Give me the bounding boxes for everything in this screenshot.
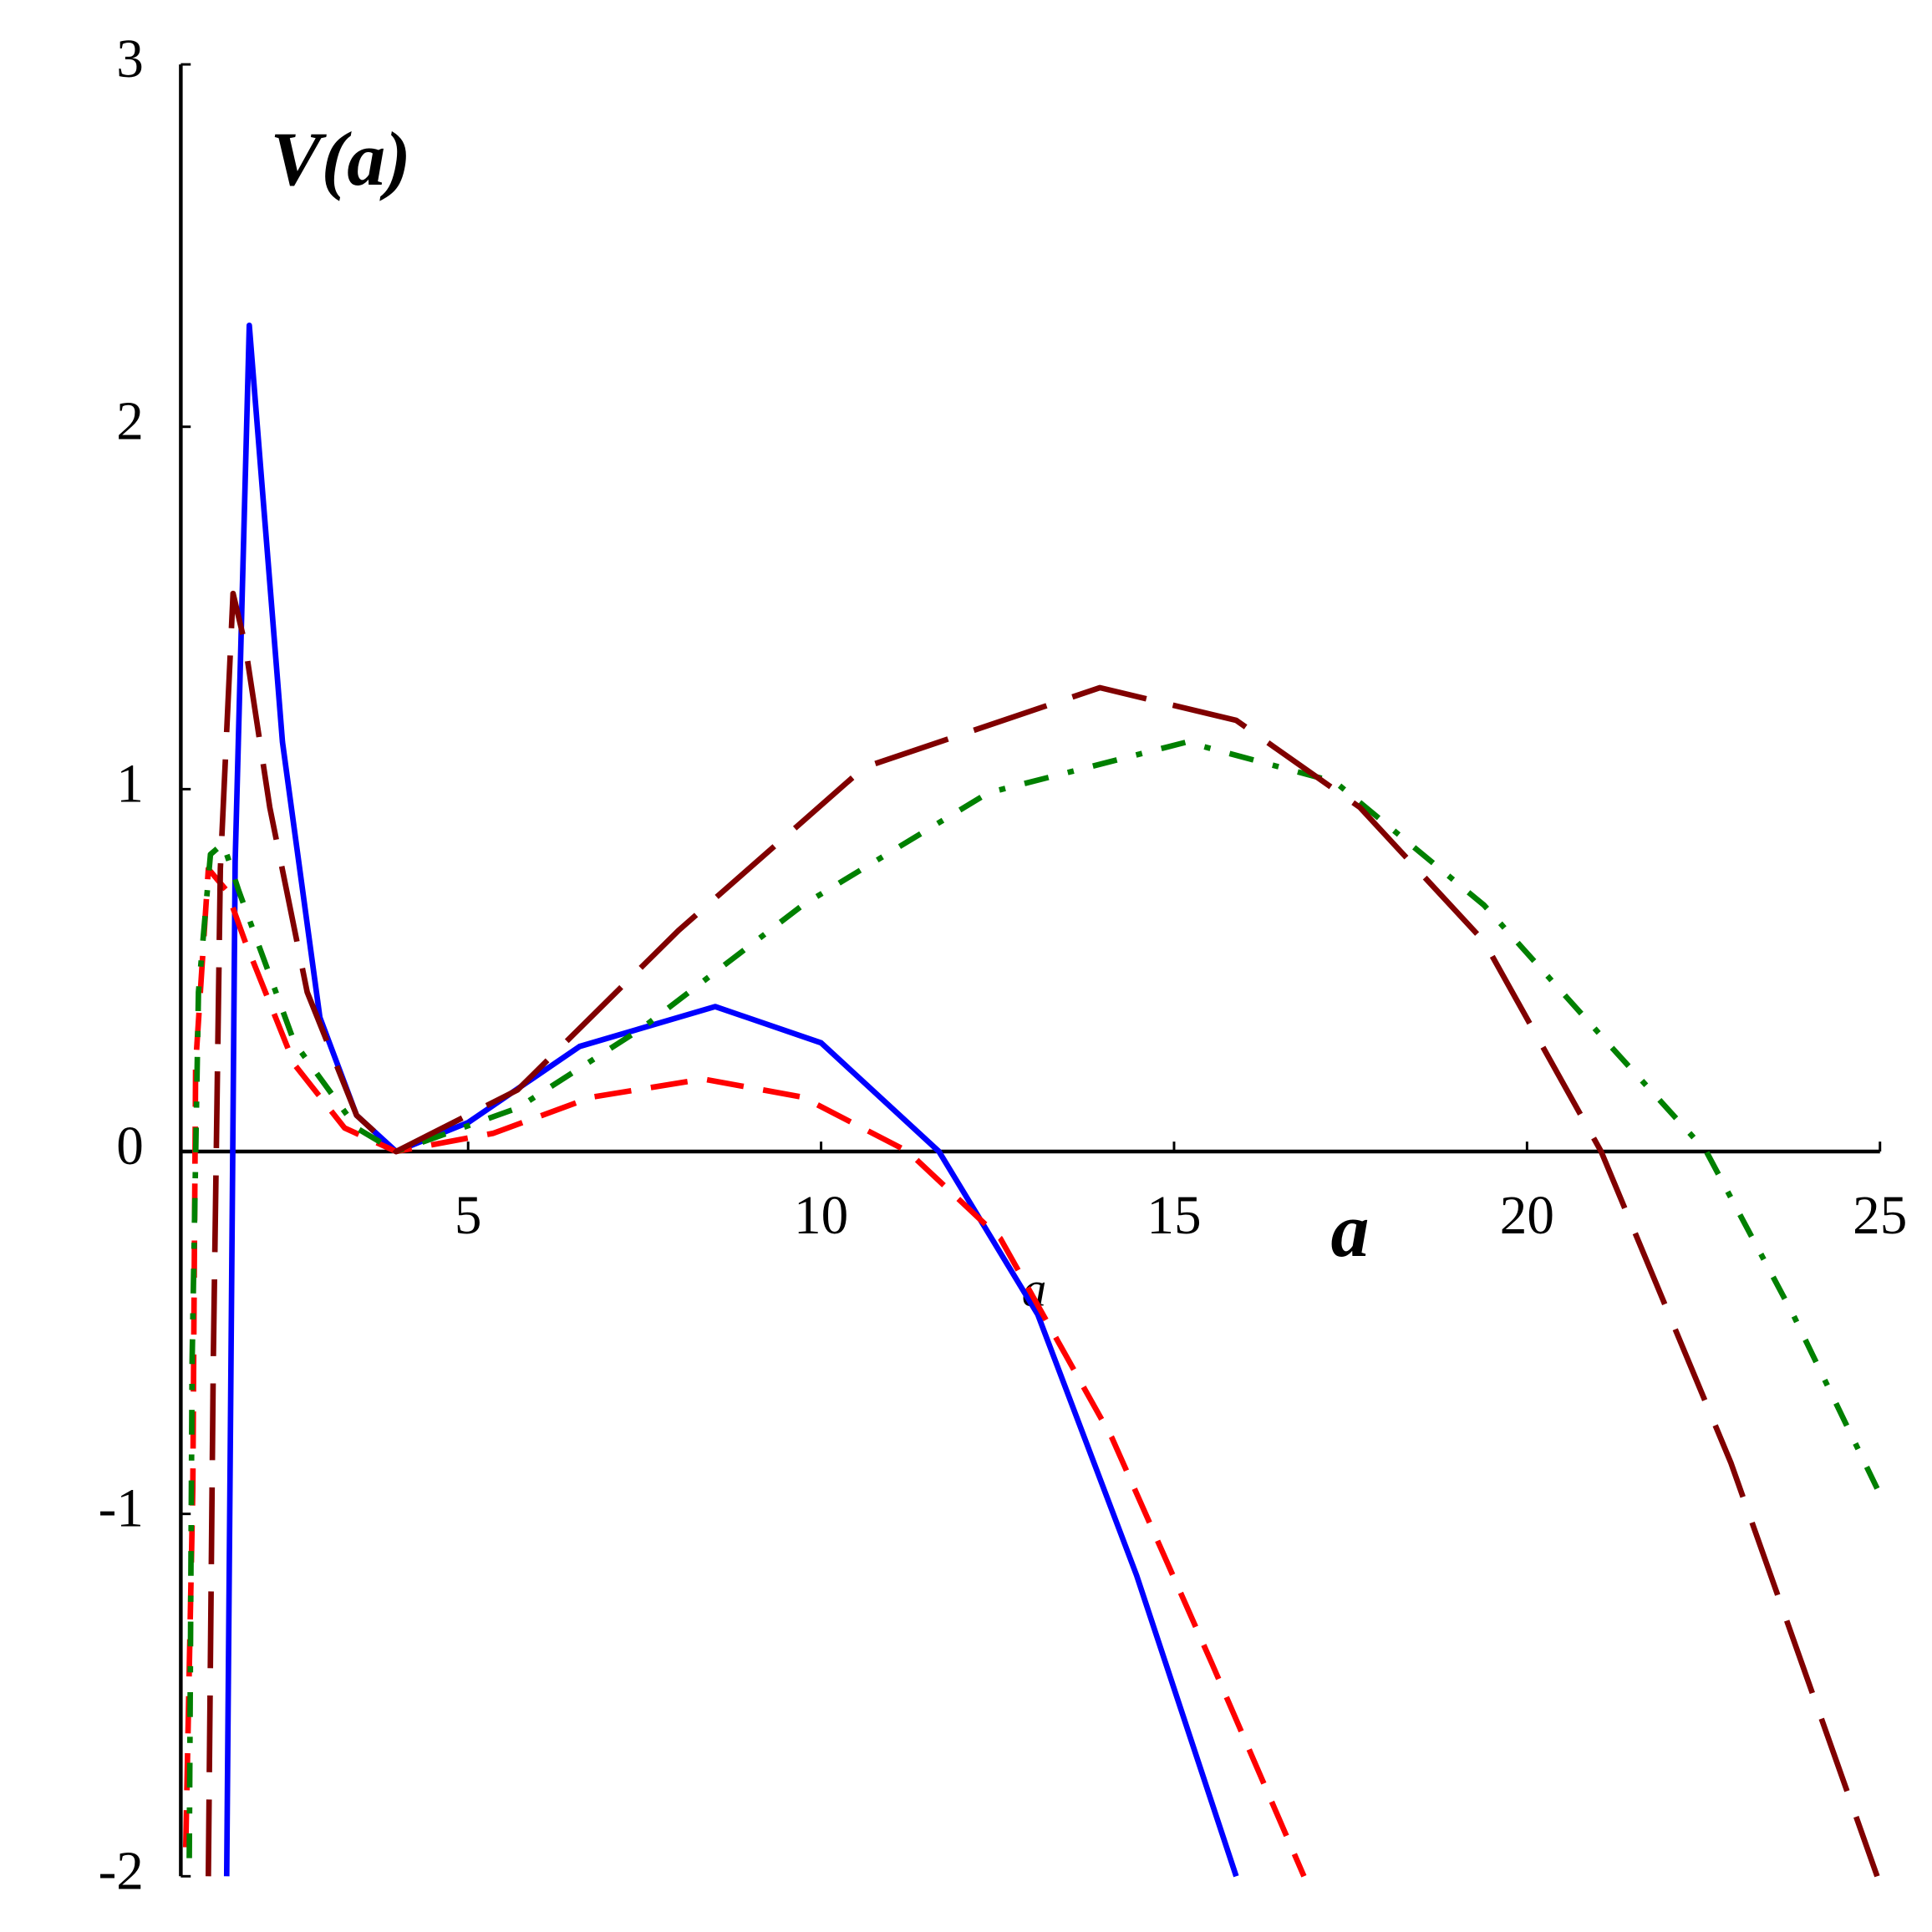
y-tick-label: 3 bbox=[116, 29, 144, 89]
y-tick-label: -1 bbox=[99, 1479, 144, 1539]
x-tick-label: 20 bbox=[1500, 1186, 1554, 1246]
series-line bbox=[223, 322, 1239, 1878]
y-tick-label: 0 bbox=[116, 1116, 144, 1177]
y-tick-label: -2 bbox=[99, 1841, 144, 1901]
series-line bbox=[182, 866, 1307, 1878]
y-tick-label: 2 bbox=[116, 392, 144, 452]
y-tick-label: 1 bbox=[116, 754, 144, 814]
x-tick-label: 10 bbox=[794, 1186, 848, 1246]
series-line bbox=[186, 739, 1880, 1858]
x-tick-label: 25 bbox=[1853, 1186, 1907, 1246]
x-tick-label: 5 bbox=[455, 1186, 482, 1246]
plot-area bbox=[182, 322, 1880, 1878]
y-axis-label: V(a) bbox=[270, 116, 410, 201]
x-axis-label: a bbox=[1330, 1187, 1369, 1273]
x-tick-label: 15 bbox=[1146, 1186, 1201, 1246]
series-line bbox=[205, 590, 1880, 1878]
